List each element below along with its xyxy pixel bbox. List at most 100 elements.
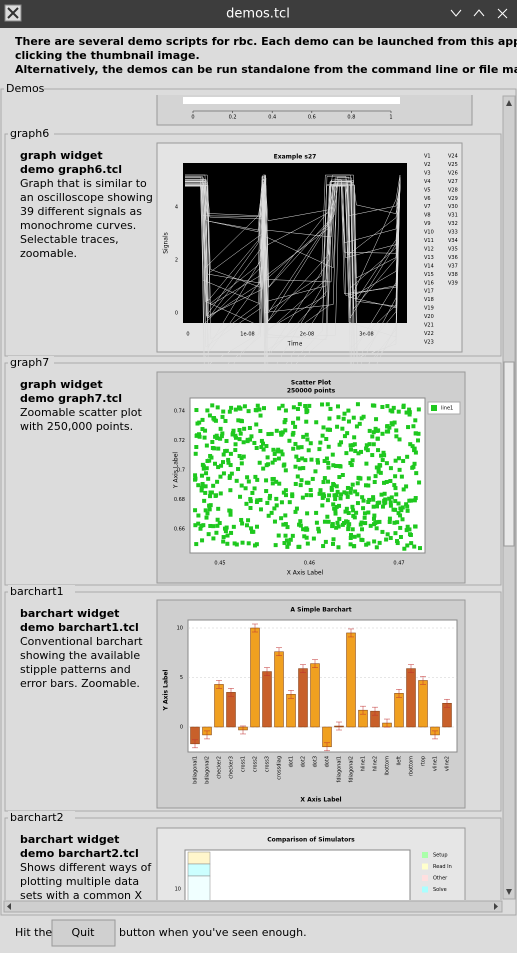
error-bar	[288, 690, 294, 699]
scatter-point	[251, 529, 256, 534]
scatter-point	[332, 483, 337, 488]
scatter-point	[300, 495, 305, 500]
scatter-point	[394, 492, 399, 497]
trace	[185, 180, 401, 302]
scatter-point	[217, 521, 222, 526]
h-scrollbar[interactable]	[3, 900, 503, 913]
scatter-point	[229, 405, 234, 410]
scatter-point	[404, 528, 409, 533]
scroll-up[interactable]	[506, 100, 512, 106]
scatter-point	[280, 403, 285, 408]
scatter-point	[337, 442, 342, 447]
x-tick-label: hline1	[361, 756, 367, 771]
scatter-point	[374, 417, 379, 422]
demo-description: stipple patterns and	[20, 663, 131, 676]
scatter-point	[371, 516, 376, 521]
close-button[interactable]	[497, 8, 508, 19]
scatter-point	[290, 492, 295, 497]
scatter-point	[351, 508, 356, 513]
quit-button[interactable]	[51, 919, 116, 947]
scatter-point	[413, 418, 418, 423]
scatter-point	[393, 507, 398, 512]
scroll-left[interactable]	[7, 903, 11, 910]
scatter-point	[238, 418, 243, 423]
minimize-button[interactable]	[450, 9, 462, 17]
scatter-point	[339, 440, 344, 445]
tick-label: 5	[180, 675, 183, 681]
scatter-point	[296, 445, 301, 450]
frame-label-bg	[4, 82, 44, 96]
scatter-point	[299, 445, 304, 450]
bar	[274, 651, 284, 728]
scatter-point	[374, 465, 379, 470]
scatter-point	[195, 421, 200, 426]
scatter-point	[342, 434, 347, 439]
scatter-point	[250, 490, 255, 495]
legend-entry: V7	[424, 204, 431, 210]
demo-heading: demo barchart1.tcl	[20, 621, 139, 634]
legend-entry: V12	[424, 246, 434, 252]
scatter-point	[305, 437, 310, 442]
legend-swatch	[422, 863, 428, 870]
quit-button-label[interactable]: Quit	[72, 926, 96, 939]
scatter-point	[267, 496, 272, 501]
scatter-point	[396, 501, 401, 506]
scatter-point	[216, 446, 221, 451]
scatter-point	[227, 508, 232, 513]
legend-entry: V26	[448, 170, 458, 176]
scatter-point	[269, 431, 274, 436]
legend-entry: V18	[424, 297, 434, 303]
maximize-button[interactable]	[473, 9, 485, 17]
scatter-point	[324, 456, 329, 461]
demo-description: Graph that is similar to	[20, 177, 147, 190]
scatter-point	[200, 483, 205, 488]
legend-entry: V37	[448, 263, 458, 269]
thumb-ylabel: Y Axis Label	[173, 452, 180, 489]
scatter-point	[200, 538, 205, 543]
scatter-point	[340, 426, 345, 431]
demo-heading: graph widget	[20, 378, 103, 391]
scatter-point	[364, 443, 369, 448]
error-bar	[192, 739, 198, 749]
v-scroll-thumb[interactable]	[503, 361, 515, 547]
scatter-point	[283, 468, 288, 473]
x-tick-label: cross2	[253, 756, 259, 772]
scroll-right[interactable]	[494, 903, 498, 910]
scatter-point	[238, 406, 243, 411]
scatter-point	[346, 408, 351, 413]
scatter-point	[354, 510, 359, 515]
scatter-point	[405, 524, 410, 529]
scatter-point	[213, 418, 218, 423]
scatter-point	[316, 460, 321, 465]
scatter-point	[252, 486, 257, 491]
scatter-point	[404, 502, 409, 507]
section-frame	[4, 362, 502, 586]
scatter-point	[239, 517, 244, 522]
scatter-point	[359, 416, 364, 421]
scatter-point	[388, 536, 393, 541]
bar	[346, 632, 356, 728]
tick-label: 0.47	[393, 561, 404, 567]
scatter-point	[258, 497, 263, 502]
scatter-point	[334, 525, 339, 530]
scatter-point	[393, 474, 398, 479]
tick-label: 4	[175, 205, 178, 211]
scatter-point	[396, 511, 401, 516]
scatter-point	[359, 537, 364, 542]
scatter-point	[208, 523, 213, 528]
scatter-point	[379, 492, 384, 497]
scatter-point	[236, 418, 241, 423]
scatter-point	[280, 452, 285, 457]
scatter-point	[304, 480, 309, 485]
scatter-point	[350, 443, 355, 448]
demo-description: Shows different ways of	[20, 861, 152, 874]
scatter-point	[201, 466, 206, 471]
scatter-point	[270, 460, 275, 465]
legend-entry: V20	[424, 314, 434, 320]
legend-entry: V23	[424, 339, 434, 345]
scatter-point	[323, 539, 328, 544]
footer-text: Hit the	[15, 926, 52, 939]
scatter-point	[388, 503, 393, 508]
scatter-point	[261, 466, 266, 471]
scroll-down[interactable]	[506, 889, 512, 895]
